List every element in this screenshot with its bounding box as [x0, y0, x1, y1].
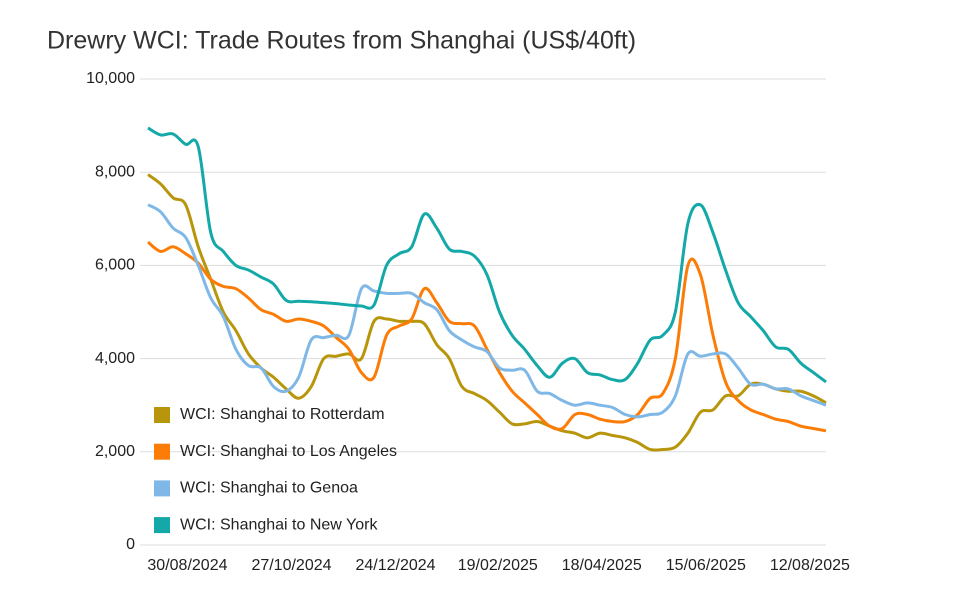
- y-tick-label: 2,000: [95, 443, 135, 460]
- legend-label: WCI: Shanghai to Genoa: [180, 480, 358, 497]
- x-tick-label: 30/08/2024: [147, 557, 227, 574]
- y-tick-label: 0: [126, 536, 135, 553]
- line-series: [147, 203, 827, 419]
- x-tick-label: 27/10/2024: [251, 557, 331, 574]
- legend-swatch: [154, 407, 170, 423]
- line-series: [147, 126, 827, 384]
- x-tick-label: 19/02/2025: [458, 557, 538, 574]
- legend-label: WCI: Shanghai to Los Angeles: [180, 443, 397, 460]
- legend-swatch: [154, 443, 170, 460]
- x-tick-label: 15/06/2025: [666, 557, 746, 574]
- y-tick-label: 4,000: [95, 350, 135, 367]
- x-tick-label: 18/04/2025: [562, 557, 642, 574]
- y-tick-label: 8,000: [95, 163, 135, 180]
- legend-swatch: [154, 517, 170, 534]
- legend-label: WCI: Shanghai to New York: [180, 516, 378, 533]
- legend-label: WCI: Shanghai to Rotterdam: [180, 406, 385, 423]
- y-tick-label: 6,000: [95, 257, 135, 274]
- chart-title: Drewry WCI: Trade Routes from Shanghai (…: [47, 27, 636, 55]
- y-tick-label: 10,000: [86, 70, 135, 87]
- legend-swatch: [154, 480, 170, 497]
- x-tick-label: 12/08/2025: [770, 557, 850, 574]
- x-tick-label: 24/12/2024: [355, 557, 435, 574]
- line-series: [147, 240, 827, 433]
